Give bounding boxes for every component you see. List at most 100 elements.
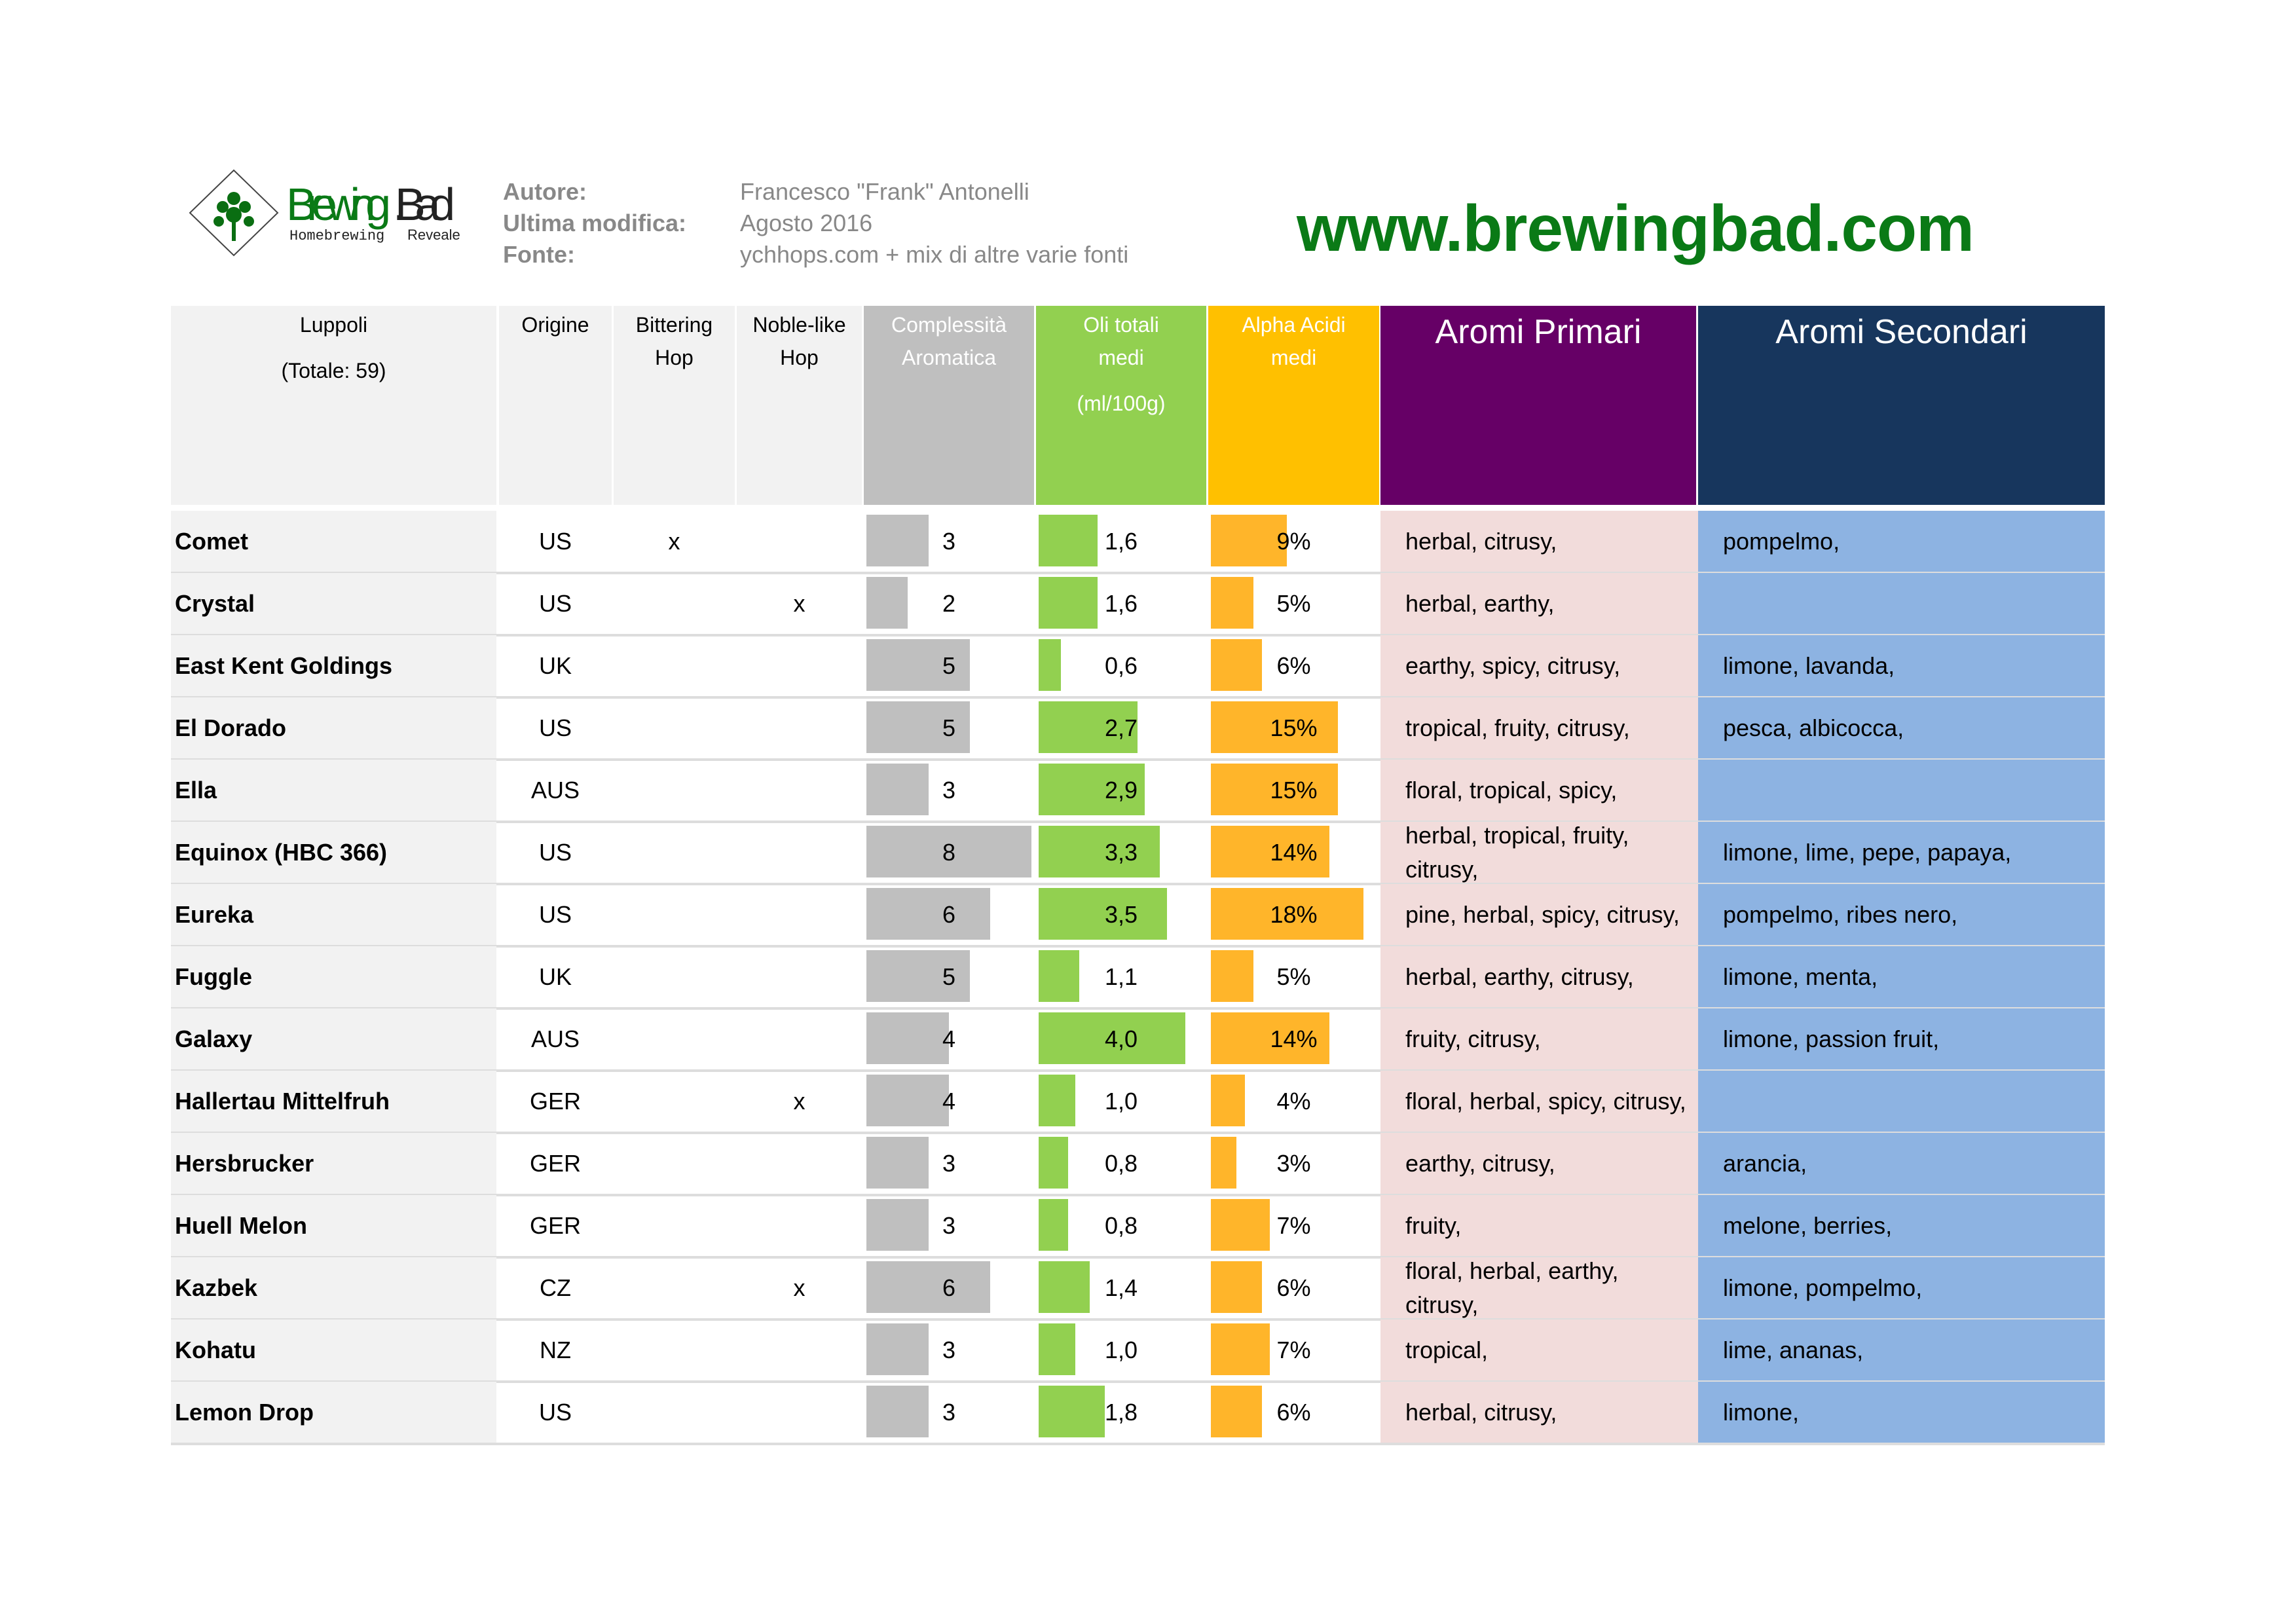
header-complexity: Complessità Aromatica <box>864 306 1034 505</box>
complexity-cell: 4 <box>864 1071 1034 1132</box>
hop-name: Ella <box>171 760 496 821</box>
row-divider <box>171 1318 2105 1321</box>
alpha-value: 6% <box>1276 652 1311 679</box>
alpha-cell: 15% <box>1208 697 1379 758</box>
hop-name: Eureka <box>171 884 496 945</box>
svg-text:Homebrewing: Homebrewing <box>289 228 384 244</box>
table-row: East Kent Goldings UK 5 0,6 6% earthy, s… <box>171 635 2105 697</box>
alpha-value: 15% <box>1270 776 1318 803</box>
aromi-primari: herbal, tropical, fruity, citrusy, <box>1380 822 1698 883</box>
aromi-primari: pine, herbal, spicy, citrusy, <box>1380 884 1698 945</box>
header-bittering-l2: Hop <box>655 346 694 369</box>
alpha-bar <box>1211 1261 1262 1313</box>
noble-mark <box>737 946 862 1007</box>
complexity-value: 8 <box>942 838 956 866</box>
header-noble-l2: Hop <box>780 346 819 369</box>
oils-bar <box>1039 1323 1075 1375</box>
header-complexity-l1: Complessità <box>891 313 1007 337</box>
origin: NZ <box>540 1336 571 1363</box>
complexity-bar <box>866 1199 929 1251</box>
hop-name: Galaxy <box>171 1008 496 1069</box>
row-divider <box>171 634 2105 637</box>
row-divider <box>171 696 2105 699</box>
aromi-primari: floral, herbal, spicy, citrusy, <box>1380 1071 1698 1132</box>
origin: UK <box>538 652 572 679</box>
table-row: Equinox (HBC 366) US 8 3,3 14% herbal, t… <box>171 822 2105 884</box>
oils-cell: 2,9 <box>1036 760 1206 821</box>
oils-cell: 1,6 <box>1036 573 1206 634</box>
complexity-value: 2 <box>942 589 956 617</box>
alpha-cell: 18% <box>1208 884 1379 945</box>
oils-cell: 0,6 <box>1036 635 1206 696</box>
header-origine: Origine <box>499 306 612 505</box>
noble-mark <box>737 1382 862 1443</box>
aromi-secondari: pompelmo, ribes nero, <box>1698 884 2105 945</box>
oils-bar <box>1039 701 1138 753</box>
hop-name: Comet <box>171 511 496 572</box>
bittering-mark <box>614 1382 735 1443</box>
complexity-cell: 2 <box>864 573 1034 634</box>
bittering-mark <box>614 1195 735 1256</box>
complexity-cell: 3 <box>864 1195 1034 1256</box>
alpha-bar <box>1211 1012 1329 1064</box>
bittering-mark <box>614 946 735 1007</box>
alpha-bar <box>1211 1199 1270 1251</box>
hop-name: East Kent Goldings <box>171 635 496 696</box>
complexity-cell: 3 <box>864 511 1034 572</box>
header-secondari: Aromi Secondari <box>1698 306 2105 505</box>
aromi-primari: tropical, <box>1380 1320 1698 1380</box>
alpha-value: 5% <box>1276 589 1311 617</box>
oils-value: 0,8 <box>1104 1149 1138 1177</box>
header-alpha-l2: medi <box>1270 346 1317 369</box>
table-row: El Dorado US 5 2,7 15% tropical, fruity,… <box>171 697 2105 760</box>
noble-mark: x <box>793 1274 805 1301</box>
alpha-value: 18% <box>1270 900 1318 928</box>
complexity-value: 3 <box>942 1149 956 1177</box>
aromi-primari: herbal, citrusy, <box>1380 1382 1698 1443</box>
complexity-bar <box>866 888 990 940</box>
aromi-secondari: limone, menta, <box>1698 946 2105 1007</box>
complexity-cell: 5 <box>864 697 1034 758</box>
hop-name: Hersbrucker <box>171 1133 496 1194</box>
bittering-mark <box>614 822 735 883</box>
alpha-bar <box>1211 764 1338 815</box>
complexity-bar <box>866 1323 929 1375</box>
author-value: Francesco "Frank" Antonelli <box>740 178 1029 205</box>
oils-value: 2,7 <box>1104 714 1138 741</box>
oils-value: 0,8 <box>1104 1211 1138 1239</box>
table-row: Ella AUS 3 2,9 15% floral, tropical, spi… <box>171 760 2105 822</box>
aromi-primari: earthy, spicy, citrusy, <box>1380 635 1698 696</box>
oils-value: 1,8 <box>1104 1398 1138 1426</box>
oils-bar <box>1039 950 1079 1002</box>
oils-bar <box>1039 515 1098 566</box>
noble-mark <box>737 1133 862 1194</box>
complexity-bar <box>866 1075 949 1126</box>
row-divider <box>171 1443 2105 1445</box>
origin: GER <box>529 1211 581 1239</box>
oils-cell: 1,6 <box>1036 511 1206 572</box>
oils-bar <box>1039 1199 1068 1251</box>
origin: CZ <box>540 1274 571 1301</box>
aromi-secondari: melone, berries, <box>1698 1195 2105 1256</box>
row-divider <box>171 572 2105 574</box>
oils-cell: 1,4 <box>1036 1257 1206 1318</box>
hop-name: Equinox (HBC 366) <box>171 822 496 883</box>
alpha-value: 7% <box>1276 1211 1311 1239</box>
complexity-value: 6 <box>942 900 956 928</box>
noble-mark <box>737 635 862 696</box>
hop-name: Crystal <box>171 573 496 634</box>
alpha-cell: 7% <box>1208 1320 1379 1380</box>
complexity-bar <box>866 764 929 815</box>
aromi-primari: fruity, citrusy, <box>1380 1008 1698 1069</box>
website-link[interactable]: www.brewingbad.com <box>1297 192 1974 265</box>
oils-bar <box>1039 1012 1185 1064</box>
alpha-bar <box>1211 515 1287 566</box>
table-row: Kohatu NZ 3 1,0 7% tropical, lime, anana… <box>171 1320 2105 1382</box>
oils-cell: 1,0 <box>1036 1071 1206 1132</box>
table-row: Eureka US 6 3,5 18% pine, herbal, spicy,… <box>171 884 2105 946</box>
oils-bar <box>1039 1137 1068 1189</box>
complexity-cell: 4 <box>864 1008 1034 1069</box>
noble-mark <box>737 697 862 758</box>
hop-name: Huell Melon <box>171 1195 496 1256</box>
hop-name: Lemon Drop <box>171 1382 496 1443</box>
